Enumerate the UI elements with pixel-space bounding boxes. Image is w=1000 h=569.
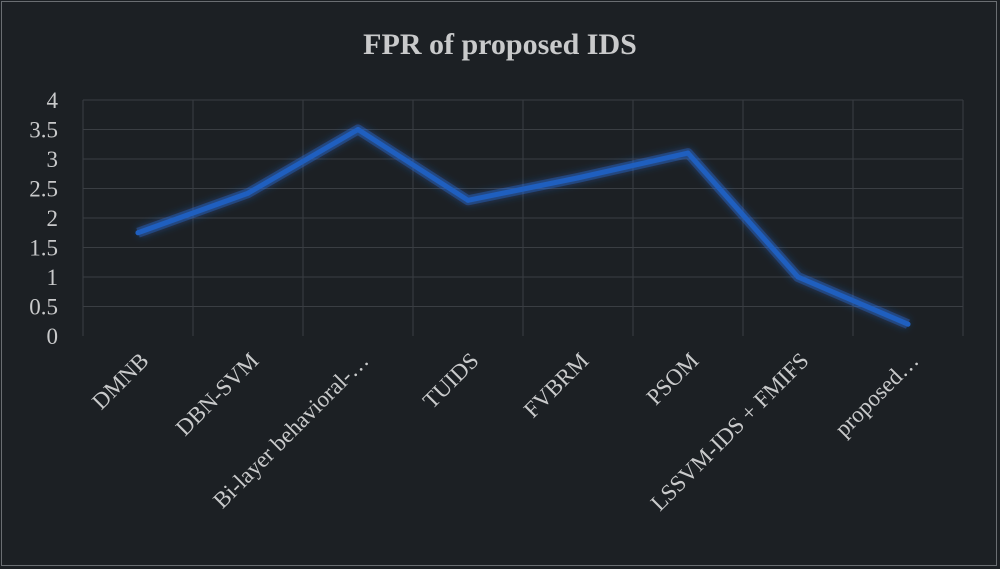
x-tick-label: proposed… [830,348,924,442]
y-tick-label: 3 [47,147,59,172]
y-tick-label: 2 [47,206,59,231]
grid-lines [82,99,964,336]
x-tick-label: FVBRM [519,348,594,423]
y-tick-label: 0 [47,324,59,349]
data-point [355,127,361,132]
data-point [575,175,581,181]
data-point [905,321,911,327]
y-tick-label: 0.5 [29,295,58,320]
y-tick-label: 3.5 [29,118,58,143]
y-tick-label: 1.5 [29,236,58,261]
x-tick-label: DBN-SVM [171,348,264,441]
series-layer [135,124,911,329]
x-tick-label: DMNB [87,348,153,414]
y-tick-label: 4 [47,88,59,113]
data-point [465,197,471,203]
series-line [135,127,911,327]
y-tick-label: 2.5 [29,177,58,202]
chart-title: FPR of proposed IDS [363,28,637,61]
data-point [685,150,691,156]
y-axis-ticks: 0 0.5 1 1.5 2 2.5 3 3.5 4 [29,88,58,349]
y-tick-label: 1 [47,265,59,290]
x-tick-label: TUIDS [418,348,484,414]
data-point [795,274,801,280]
data-point [245,190,251,196]
x-tick-label: PSOM [642,348,704,410]
data-point [135,230,141,236]
